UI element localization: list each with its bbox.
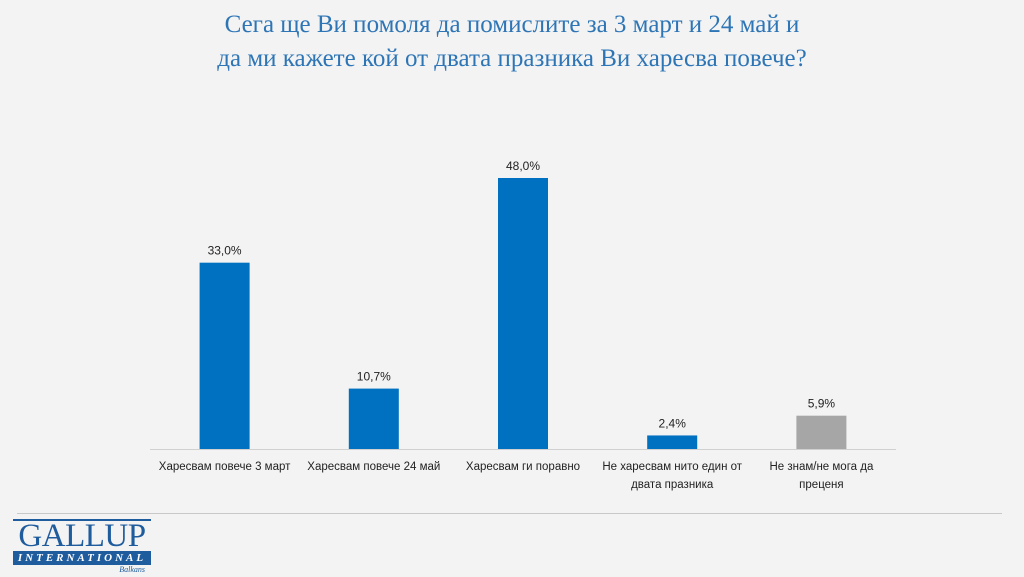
data-label: 2,4% <box>659 416 687 430</box>
bar-chart: 33,0% Харесвам повече 3 март 10,7% Харесвам… <box>150 159 896 491</box>
category-label: Харесвам ги поравно <box>466 461 580 473</box>
logo-region: Balkans <box>119 565 145 574</box>
bar <box>199 262 250 449</box>
data-label: 10,7% <box>357 370 391 384</box>
title-line-1: Сега ще Ви помоля да помислите за 3 март… <box>224 11 800 38</box>
bar <box>348 388 399 449</box>
data-label: 33,0% <box>208 244 242 258</box>
title-line-2: да ми кажете кой от двата празника Ви ха… <box>217 45 807 72</box>
gallup-logo: GALLUP INTERNATIONAL Balkans <box>13 519 151 574</box>
category-label: Не знам/не мога да <box>769 461 874 473</box>
category-label: двата празника <box>631 479 714 491</box>
category-label: Не харесвам нито един от <box>602 461 742 473</box>
data-label: 48,0% <box>506 159 540 173</box>
bar <box>796 415 847 449</box>
data-label: 5,9% <box>808 397 836 411</box>
category-label: Харесвам повече 3 март <box>159 461 291 473</box>
bar <box>647 435 698 449</box>
footer-divider <box>17 513 1002 514</box>
chart-title: Сега ще Ви помоля да помислите за 3 март… <box>0 8 1024 76</box>
category-label: Харесвам повече 24 май <box>307 461 440 473</box>
category-label: преценя <box>799 479 843 491</box>
logo-text: GALLUP <box>18 518 146 554</box>
logo-subtext: INTERNATIONAL <box>13 551 151 565</box>
bar <box>498 178 548 449</box>
